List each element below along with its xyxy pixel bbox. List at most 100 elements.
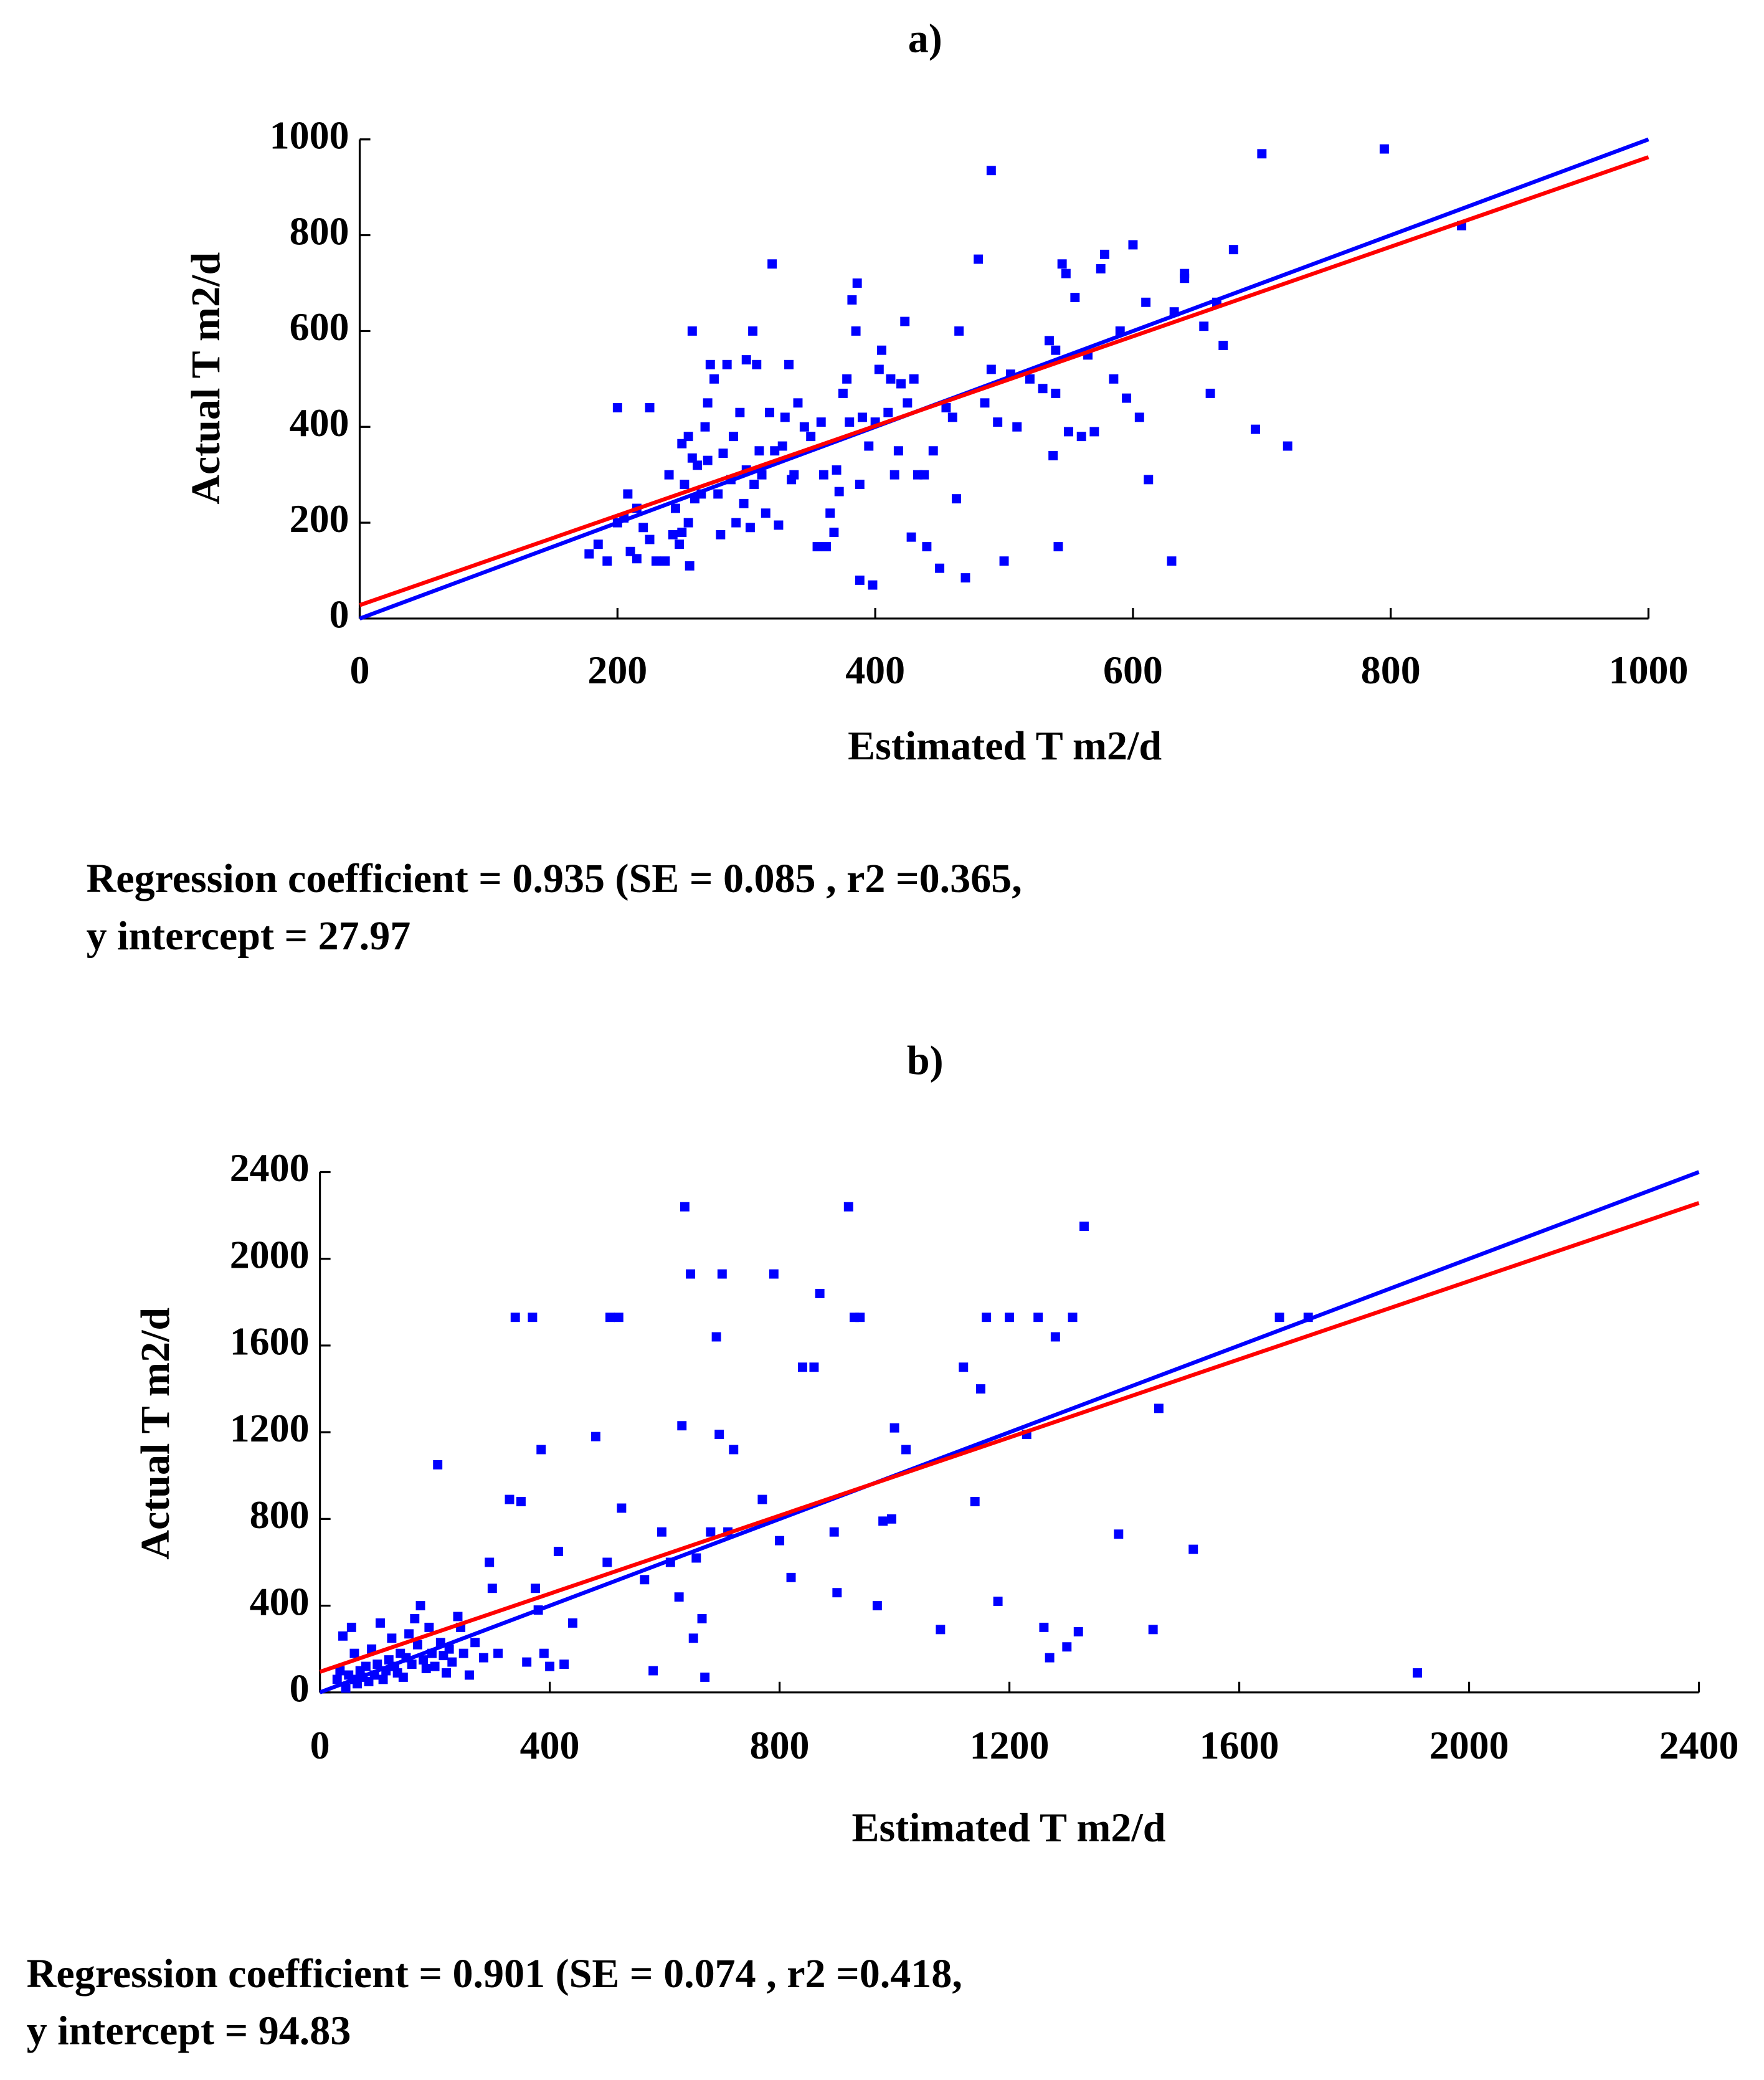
point	[1099, 249, 1109, 259]
point	[825, 508, 835, 518]
point	[874, 364, 884, 374]
point	[539, 1648, 549, 1658]
point	[1096, 264, 1106, 273]
point	[387, 1633, 397, 1643]
point	[1070, 293, 1080, 303]
point	[765, 407, 774, 417]
y-tick-label: 2000	[230, 1232, 310, 1276]
point	[729, 432, 738, 442]
caption: Regression coefficient = 0.935 (SE = 0.0…	[87, 856, 1022, 901]
y-tick-label: 200	[290, 496, 349, 541]
point	[687, 453, 697, 463]
point	[789, 470, 799, 480]
x-tick-label: 800	[750, 1723, 810, 1767]
point	[886, 374, 896, 384]
point	[1005, 1313, 1015, 1323]
point	[909, 374, 919, 384]
point	[1413, 1668, 1422, 1678]
point	[855, 480, 865, 490]
point	[685, 561, 695, 571]
chart-title: a)	[908, 16, 942, 61]
point	[590, 1432, 600, 1441]
point	[709, 374, 719, 384]
point	[660, 556, 670, 566]
point	[531, 1584, 540, 1593]
point	[818, 470, 828, 480]
point	[510, 1313, 520, 1323]
y-axis-label: Actual T m2/d	[183, 252, 229, 505]
point	[769, 1269, 779, 1279]
fit-line	[319, 1201, 1700, 1674]
x-tick-label: 1200	[970, 1723, 1050, 1767]
point	[584, 549, 594, 559]
point	[664, 470, 674, 480]
point	[677, 528, 687, 537]
point	[954, 326, 964, 336]
point	[688, 1633, 698, 1643]
point	[812, 542, 822, 552]
point	[809, 1362, 819, 1372]
point	[757, 1494, 767, 1504]
point	[838, 388, 848, 398]
caption: y intercept = 27.97	[87, 913, 411, 959]
point	[832, 1588, 842, 1598]
point	[430, 1661, 440, 1671]
y-tick-label: 0	[290, 1666, 310, 1710]
point	[1048, 450, 1058, 460]
point	[680, 480, 690, 490]
point	[479, 1653, 488, 1663]
point	[1033, 1313, 1043, 1323]
point	[777, 441, 787, 451]
point	[346, 1622, 356, 1632]
point	[407, 1660, 417, 1669]
x-axis-label: Estimated T m2/d	[848, 723, 1162, 769]
point	[697, 1614, 707, 1623]
point	[857, 412, 867, 422]
point	[700, 422, 710, 432]
point	[877, 345, 886, 355]
point	[372, 1660, 382, 1669]
point	[980, 398, 990, 408]
point	[829, 528, 839, 537]
point	[786, 1572, 796, 1582]
point	[886, 1514, 896, 1524]
point	[780, 412, 790, 422]
point	[683, 432, 693, 442]
point	[1141, 297, 1151, 307]
point	[1076, 432, 1086, 442]
point	[691, 1553, 701, 1563]
point	[722, 359, 732, 369]
point	[349, 1648, 359, 1658]
point	[623, 489, 633, 499]
point	[936, 1625, 946, 1635]
point	[919, 470, 929, 480]
point	[700, 1672, 710, 1682]
point	[612, 403, 622, 412]
point	[799, 422, 809, 432]
point	[1053, 542, 1063, 552]
chart-title: b)	[907, 1038, 944, 1083]
x-tick-label: 2000	[1430, 1723, 1509, 1767]
point	[1251, 424, 1260, 434]
point	[433, 1460, 443, 1470]
point	[941, 403, 951, 412]
point	[822, 542, 831, 552]
point	[421, 1664, 431, 1673]
point	[754, 446, 764, 456]
point	[651, 556, 661, 566]
point	[1167, 556, 1177, 566]
point	[714, 1430, 724, 1440]
point	[845, 417, 855, 427]
caption: Regression coefficient = 0.901 (SE = 0.0…	[27, 1951, 962, 1997]
point	[1039, 1622, 1049, 1632]
point	[893, 446, 903, 456]
x-axis-label: Estimated T m2/d	[851, 1805, 1165, 1851]
point	[935, 563, 945, 573]
point	[338, 1631, 348, 1641]
point	[928, 446, 938, 456]
point	[361, 1661, 371, 1671]
point	[419, 1655, 429, 1665]
point	[1064, 427, 1073, 437]
point	[645, 403, 655, 412]
